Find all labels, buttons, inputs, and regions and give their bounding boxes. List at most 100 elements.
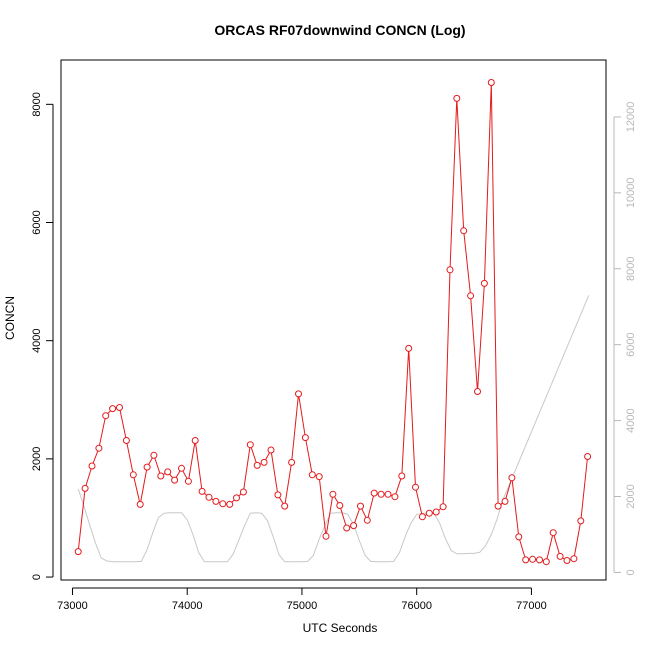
concn-data-point bbox=[329, 490, 337, 498]
concn-data-point bbox=[439, 503, 447, 511]
concn-data-point bbox=[501, 497, 509, 505]
concn-data-point bbox=[219, 500, 227, 508]
concn-data-point bbox=[322, 532, 330, 540]
x-axis: 73000 74000 75000 76000 77000 bbox=[57, 587, 547, 612]
concn-data-point bbox=[212, 497, 220, 505]
concn-data-point bbox=[315, 473, 323, 481]
concn-data-point bbox=[405, 344, 413, 352]
y-tick-label: 2000 bbox=[31, 447, 43, 471]
concn-data-point bbox=[542, 558, 550, 566]
concn-data-point bbox=[536, 556, 543, 564]
concn-data-point bbox=[81, 484, 89, 492]
concn-data-point bbox=[357, 502, 364, 510]
concn-data-point bbox=[412, 483, 419, 491]
concn-data-point bbox=[150, 451, 158, 459]
concn-data-point bbox=[226, 500, 234, 508]
concn-data-point bbox=[109, 405, 117, 413]
x-tick-label: 76000 bbox=[401, 600, 432, 612]
concn-data-point bbox=[129, 471, 137, 479]
concn-data-point bbox=[391, 493, 399, 501]
concn-data-point bbox=[288, 458, 296, 466]
x-tick-label: 73000 bbox=[57, 600, 88, 612]
concn-data-point bbox=[184, 477, 192, 485]
y-axis: 0 2000 4000 6000 8000 bbox=[31, 92, 54, 580]
concn-data-point bbox=[377, 490, 385, 498]
concn-data-point bbox=[446, 266, 454, 274]
concn-data-point bbox=[384, 490, 392, 498]
y-tick-label: 4000 bbox=[31, 328, 43, 352]
right-y-tick-label: 2000 bbox=[625, 484, 637, 508]
right-y-tick-label: 6000 bbox=[625, 332, 637, 356]
concn-data-point bbox=[425, 509, 433, 517]
concn-data-point bbox=[157, 472, 165, 480]
concn-data-point bbox=[474, 388, 481, 395]
concn-data-point bbox=[267, 446, 275, 454]
concn-data-point bbox=[239, 488, 247, 496]
concn-data-point bbox=[556, 552, 564, 560]
right-y-tick-label: 0 bbox=[625, 569, 637, 575]
concn-data-point bbox=[88, 462, 96, 470]
x-axis-label: UTC Seconds bbox=[303, 621, 378, 635]
concn-data-point bbox=[274, 491, 282, 499]
concn-data-point bbox=[467, 292, 475, 300]
concn-data-point bbox=[295, 390, 302, 398]
concn-data-point bbox=[508, 474, 516, 482]
right-y-tick-label: 12000 bbox=[625, 102, 637, 133]
concn-data-point bbox=[191, 437, 199, 444]
plot-area-frame bbox=[60, 59, 607, 581]
concn-data-point bbox=[102, 412, 110, 420]
series-layer bbox=[74, 79, 592, 566]
concn-data-point bbox=[515, 533, 523, 541]
concn-data-point bbox=[246, 441, 254, 449]
right-axis-series-line bbox=[77, 295, 590, 563]
concn-data-point bbox=[198, 487, 206, 495]
concn-data-point bbox=[116, 404, 123, 411]
concn-data-point bbox=[563, 557, 571, 564]
y-axis-label: CONCN bbox=[3, 296, 17, 340]
concn-data-point bbox=[577, 517, 585, 525]
concn-data-point bbox=[308, 471, 316, 479]
concn-data-point bbox=[418, 513, 426, 521]
concn-data-point bbox=[260, 458, 268, 466]
concn-data-point bbox=[178, 464, 185, 472]
concn-data-point bbox=[363, 516, 371, 524]
concn-data-point bbox=[233, 494, 240, 502]
concn-data-point bbox=[253, 461, 261, 469]
right-y-tick-label: 4000 bbox=[625, 408, 637, 432]
concn-data-point bbox=[584, 453, 592, 460]
concn-data-point bbox=[432, 508, 440, 516]
concn-data-point bbox=[95, 444, 103, 452]
concn-data-point bbox=[480, 279, 488, 287]
concn-data-point bbox=[370, 489, 378, 497]
concn-data-point bbox=[460, 227, 468, 235]
concn-data-point bbox=[529, 555, 537, 563]
x-tick-label: 74000 bbox=[172, 600, 203, 612]
concn-data-point bbox=[143, 463, 151, 471]
right-y-axis: 0 2000 4000 6000 8000 10000 12000 bbox=[613, 102, 637, 575]
concn-data-point bbox=[343, 524, 351, 532]
concn-data-point bbox=[398, 472, 406, 480]
concn-data-point bbox=[171, 476, 179, 484]
y-tick-label: 8000 bbox=[31, 92, 43, 116]
right-y-tick-label: 8000 bbox=[625, 257, 637, 281]
x-tick-label: 75000 bbox=[287, 600, 318, 612]
concn-data-point bbox=[301, 434, 309, 442]
concn-data-point bbox=[281, 502, 289, 510]
y-tick-label: 0 bbox=[31, 574, 43, 580]
concn-data-point bbox=[487, 79, 495, 86]
concn-data-point bbox=[570, 555, 578, 563]
x-tick-label: 77000 bbox=[516, 600, 547, 612]
concn-data-point bbox=[164, 468, 172, 476]
y-tick-label: 6000 bbox=[31, 210, 43, 234]
concn-data-point bbox=[122, 437, 130, 444]
concn-data-point bbox=[494, 502, 502, 510]
concn-data-point bbox=[549, 529, 557, 537]
concn-data-point bbox=[136, 500, 144, 508]
concn-data-point bbox=[453, 94, 461, 102]
right-y-tick-label: 10000 bbox=[625, 178, 637, 209]
concn-data-point bbox=[522, 556, 530, 564]
concn-series-line bbox=[77, 82, 589, 563]
concn-data-point bbox=[350, 522, 358, 530]
concn-data-point bbox=[205, 493, 213, 501]
